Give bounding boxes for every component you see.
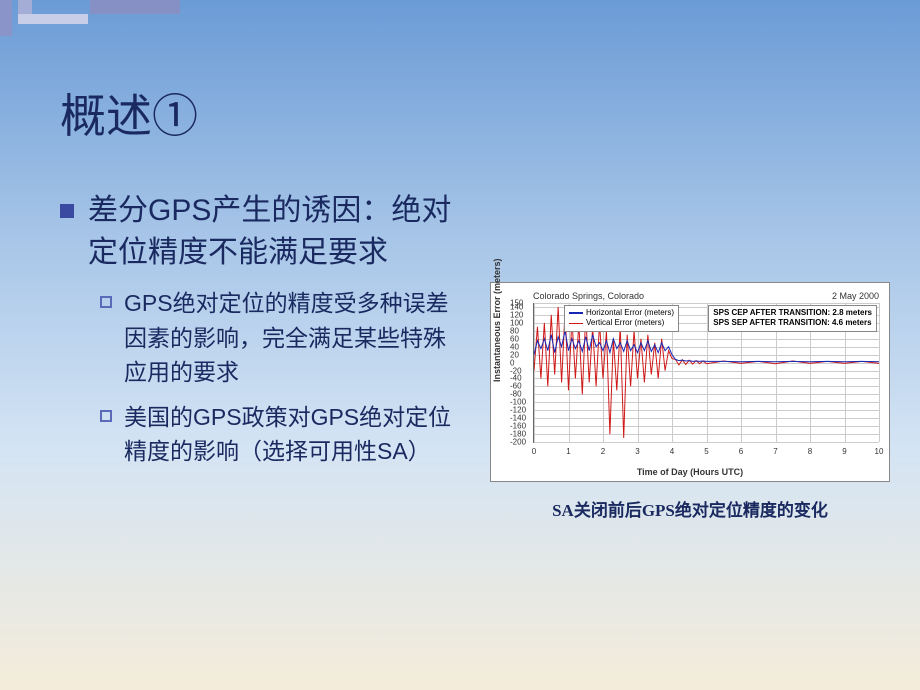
bullet-sub: 美国的GPS政策对GPS绝对定位精度的影响（选择可用性SA）	[100, 400, 460, 469]
chart-xtick: 10	[875, 447, 884, 456]
chart-header: Colorado Springs, Colorado 2 May 2000	[533, 291, 879, 301]
chart-xtick: 7	[773, 447, 777, 456]
chart-ytick: 150	[510, 299, 523, 308]
bullet-main: 差分GPS产生的诱因：绝对定位精度不能满足要求	[60, 190, 460, 274]
chart-caption: SA关闭前后GPS绝对定位精度的变化	[490, 496, 890, 521]
corner-decoration	[0, 0, 200, 40]
chart-xtick: 0	[532, 447, 536, 456]
chart-ytick: -60	[510, 382, 522, 391]
content-area: 差分GPS产生的诱因：绝对定位精度不能满足要求 GPS绝对定位的精度受多种误差因…	[60, 190, 460, 479]
chart-container: Instantaneous Error (meters) Colorado Sp…	[490, 282, 890, 521]
chart-ytick: -20	[510, 366, 522, 375]
chart-xtick: 4	[670, 447, 674, 456]
chart-xlabel: Time of Day (Hours UTC)	[637, 467, 743, 477]
chart-annotation: SPS CEP AFTER TRANSITION: 2.8 meters SPS…	[708, 305, 877, 332]
bullet-square-icon	[60, 204, 74, 218]
legend-label: Horizontal Error (meters)	[586, 308, 674, 318]
chart-ytick: -140	[510, 414, 526, 423]
chart-xtick: 2	[601, 447, 605, 456]
chart-xtick: 3	[635, 447, 639, 456]
bullet-sub-text: GPS绝对定位的精度受多种误差因素的影响，完全满足某些特殊应用的要求	[124, 286, 460, 390]
chart-xtick: 8	[808, 447, 812, 456]
bullet-hollow-icon	[100, 296, 112, 308]
chart-ytick: 80	[510, 326, 519, 335]
chart-ytick: -120	[510, 406, 526, 415]
chart-ytick: -200	[510, 438, 526, 447]
chart-ylabel: Instantaneous Error (meters)	[492, 258, 502, 382]
bullet-sub-text: 美国的GPS政策对GPS绝对定位精度的影响（选择可用性SA）	[124, 400, 460, 469]
chart-xtick: 5	[704, 447, 708, 456]
chart-ytick: 100	[510, 318, 523, 327]
chart-ytick: -180	[510, 430, 526, 439]
slide-title: 概述①	[60, 80, 198, 146]
chart-ytick: 120	[510, 310, 523, 319]
chart-header-right: 2 May 2000	[832, 291, 879, 301]
chart-ytick: -80	[510, 390, 522, 399]
legend-label: Vertical Error (meters)	[586, 318, 664, 328]
chart-box: Instantaneous Error (meters) Colorado Sp…	[490, 282, 890, 482]
bullet-hollow-icon	[100, 410, 112, 422]
annotation-line: SPS CEP AFTER TRANSITION: 2.8 meters	[713, 308, 872, 318]
chart-ytick: 60	[510, 334, 519, 343]
chart-ytick: -100	[510, 398, 526, 407]
chart-ytick: 40	[510, 342, 519, 351]
bullet-sub: GPS绝对定位的精度受多种误差因素的影响，完全满足某些特殊应用的要求	[100, 286, 460, 390]
annotation-line: SPS SEP AFTER TRANSITION: 4.6 meters	[713, 318, 872, 328]
chart-plot-area: Horizontal Error (meters) Vertical Error…	[533, 303, 879, 443]
chart-ytick: -160	[510, 422, 526, 431]
chart-ytick: 20	[510, 350, 519, 359]
bullet-main-text: 差分GPS产生的诱因：绝对定位精度不能满足要求	[88, 190, 460, 274]
chart-legend: Horizontal Error (meters) Vertical Error…	[564, 305, 679, 332]
chart-header-left: Colorado Springs, Colorado	[533, 291, 644, 301]
chart-xtick: 9	[842, 447, 846, 456]
chart-ytick: 0	[510, 358, 514, 367]
chart-ytick: -40	[510, 374, 522, 383]
chart-xtick: 1	[566, 447, 570, 456]
chart-xtick: 6	[739, 447, 743, 456]
